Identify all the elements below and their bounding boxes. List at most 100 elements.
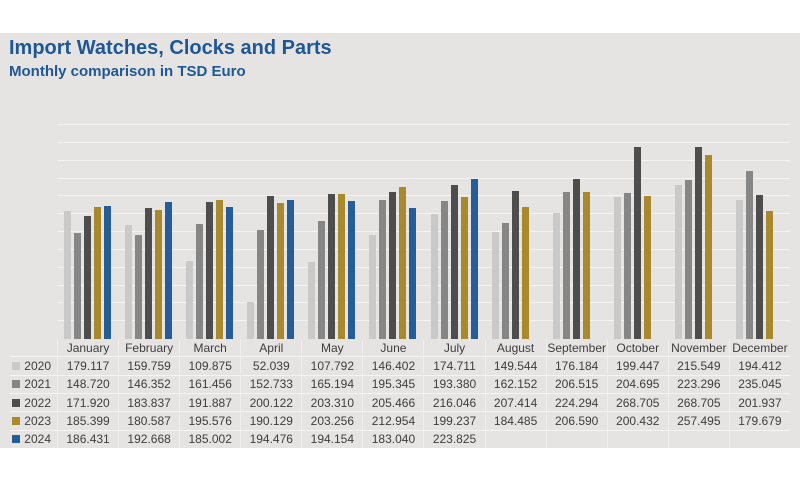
legend-swatch xyxy=(12,380,21,389)
table-cell: 205.466 xyxy=(362,393,423,412)
bar-2023 xyxy=(765,210,773,339)
column-header-august: August xyxy=(484,339,546,357)
table-cell: 161.456 xyxy=(179,375,240,393)
table-cell: 203.256 xyxy=(301,412,362,430)
gridline xyxy=(57,302,790,304)
gridline xyxy=(57,248,790,250)
bar-group-january xyxy=(57,125,118,339)
bar-2021 xyxy=(379,199,387,339)
bar-group-february xyxy=(118,125,179,339)
table-row-2024: 2024 186.431 192.668 185.002 194.476 194.154 1… xyxy=(10,429,790,448)
bar-group-october xyxy=(607,125,668,339)
bar-2022 xyxy=(267,196,275,339)
table-cell: 174.711 xyxy=(423,357,484,375)
bar-2023 xyxy=(338,194,346,339)
bar-group-august xyxy=(485,125,546,339)
gridline xyxy=(57,159,790,161)
bar-group-may xyxy=(301,125,362,339)
bar-group-december xyxy=(729,125,790,339)
bar-group-september xyxy=(546,125,607,339)
legend-swatch xyxy=(12,416,21,425)
table-cell: 52.039 xyxy=(240,357,301,375)
bar-2024 xyxy=(104,206,112,339)
bar-2021 xyxy=(318,221,326,339)
table-cell: 194.154 xyxy=(301,430,362,448)
bar-group-june xyxy=(362,125,423,339)
column-header-january: January xyxy=(57,339,118,357)
bar-2022 xyxy=(633,147,641,339)
table-cell: 190.129 xyxy=(240,412,301,430)
table-cell: 148.720 xyxy=(57,375,118,393)
table-cell: 184.485 xyxy=(484,412,546,430)
bar-2021 xyxy=(562,191,570,339)
table-cell: 195.345 xyxy=(362,375,423,393)
bar-2022 xyxy=(389,192,397,339)
table-cell: 204.695 xyxy=(606,375,668,393)
table-cell: 215.549 xyxy=(667,357,729,375)
table-cell: 207.414 xyxy=(484,393,546,412)
gridline xyxy=(57,266,790,268)
row-header-year: 2024 xyxy=(10,431,57,448)
bar-2021 xyxy=(623,192,631,339)
bar-2022 xyxy=(328,193,336,339)
table-cell xyxy=(545,430,607,448)
bar-2021 xyxy=(684,179,692,339)
chart-panel: Import Watches, Clocks and Parts Monthly… xyxy=(0,33,800,448)
table-cell: 257.495 xyxy=(667,412,729,430)
chart-title: Import Watches, Clocks and Parts xyxy=(9,37,332,59)
bar-group-march xyxy=(179,125,240,339)
table-cell: 212.954 xyxy=(362,412,423,430)
bar-2021 xyxy=(196,223,204,339)
bar-2021 xyxy=(257,230,265,339)
table-cell xyxy=(484,430,546,448)
bar-group-november xyxy=(668,125,729,339)
year-label: 2023 xyxy=(24,413,51,428)
bar-2022 xyxy=(206,202,214,339)
column-header-may: May xyxy=(301,339,362,357)
table-cell: 179.679 xyxy=(728,412,790,430)
gridline xyxy=(57,195,790,197)
column-header-september: September xyxy=(545,339,607,357)
table-cell: 180.587 xyxy=(118,412,179,430)
gridline xyxy=(57,177,790,179)
bar-2020 xyxy=(308,262,316,339)
bar-2020 xyxy=(125,225,133,339)
gridline xyxy=(57,213,790,215)
bar-2021 xyxy=(745,171,753,339)
bar-2023 xyxy=(582,191,590,339)
table-cell: 203.310 xyxy=(301,393,362,412)
table-cell: 224.294 xyxy=(545,393,607,412)
bar-2020 xyxy=(430,214,438,339)
bar-2022 xyxy=(450,184,458,339)
table-cell xyxy=(667,430,729,448)
table-cell: 146.402 xyxy=(362,357,423,375)
row-header-year: 2022 xyxy=(10,394,57,411)
table-cell: 176.184 xyxy=(545,357,607,375)
column-header-november: November xyxy=(667,339,729,357)
bar-2023 xyxy=(521,207,529,339)
bar-2022 xyxy=(84,216,92,339)
table-cell: 185.399 xyxy=(57,412,118,430)
bar-2020 xyxy=(491,232,499,339)
column-header-march: March xyxy=(179,339,240,357)
table-cell: 183.837 xyxy=(118,393,179,412)
legend-swatch xyxy=(12,361,21,370)
table-cell: 146.352 xyxy=(118,375,179,393)
row-header-year: 2023 xyxy=(10,412,57,429)
bar-group-july xyxy=(423,125,484,339)
table-cell: 193.380 xyxy=(423,375,484,393)
bar-chart-plot-area xyxy=(57,124,790,339)
bar-2020 xyxy=(64,211,72,339)
table-cell: 268.705 xyxy=(667,393,729,412)
bar-2023 xyxy=(704,155,712,339)
bar-group-april xyxy=(240,125,301,339)
table-cell: 216.046 xyxy=(423,393,484,412)
bar-2021 xyxy=(501,223,509,339)
gridline xyxy=(57,320,790,322)
bar-2021 xyxy=(135,234,143,339)
table-row-2020: 2020 179.117 159.759 109.875 52.039 107.792 14… xyxy=(10,356,790,375)
chart-subtitle: Monthly comparison in TSD Euro xyxy=(9,63,246,80)
table-cell: 109.875 xyxy=(179,357,240,375)
column-header-february: February xyxy=(118,339,179,357)
